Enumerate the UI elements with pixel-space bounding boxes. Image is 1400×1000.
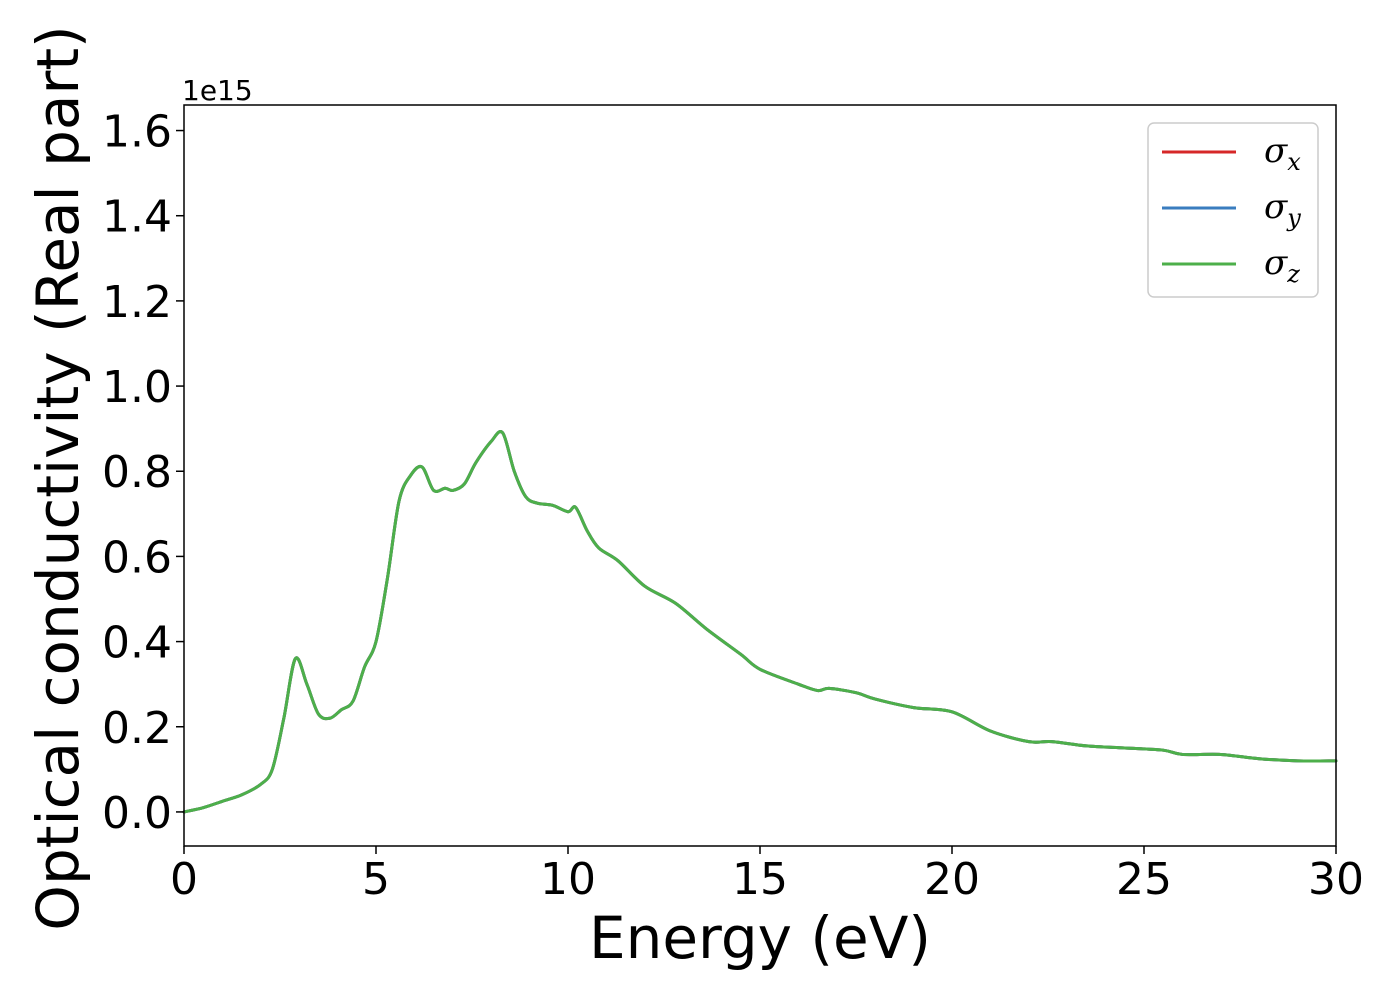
x-tick-label: 20: [924, 854, 980, 905]
legend-frame: [1147, 122, 1319, 298]
y-tick-label: 0.2: [102, 703, 172, 754]
y-offset-text: 1e15: [182, 74, 253, 107]
y-tick-label: 0.0: [102, 788, 172, 839]
x-axis-ticks: 0 5 10 15 20 25 30: [170, 846, 1364, 905]
x-tick-label: 15: [732, 854, 788, 905]
plot-background: [184, 105, 1336, 846]
x-tick-label: 0: [170, 854, 198, 905]
y-axis-title: Optical conductivity (Real part): [24, 25, 92, 930]
x-tick-label: 10: [540, 854, 596, 905]
y-tick-label: 1.4: [102, 192, 172, 243]
y-axis-ticks: 0.0 0.2 0.4 0.6 0.8 1.0 1.2 1.4 1.6: [102, 107, 184, 839]
legend-label-y: σy: [1264, 187, 1301, 232]
x-tick-label: 5: [362, 854, 390, 905]
y-tick-label: 1.2: [102, 277, 172, 328]
x-axis-title: Energy (eV): [589, 904, 931, 972]
legend: σx σy σz: [1147, 122, 1319, 298]
y-tick-label: 0.8: [102, 447, 172, 498]
legend-label-z: σz: [1264, 243, 1300, 288]
series-layer: [182, 430, 1338, 814]
legend-label-x: σx: [1264, 131, 1301, 176]
y-tick-label: 1.6: [102, 107, 172, 158]
x-tick-label: 30: [1308, 854, 1364, 905]
y-tick-label: 0.6: [102, 532, 172, 583]
series-line-z: [182, 430, 1338, 814]
x-tick-label: 25: [1116, 854, 1172, 905]
y-tick-label: 1.0: [102, 362, 172, 413]
y-tick-label: 0.4: [102, 618, 172, 669]
